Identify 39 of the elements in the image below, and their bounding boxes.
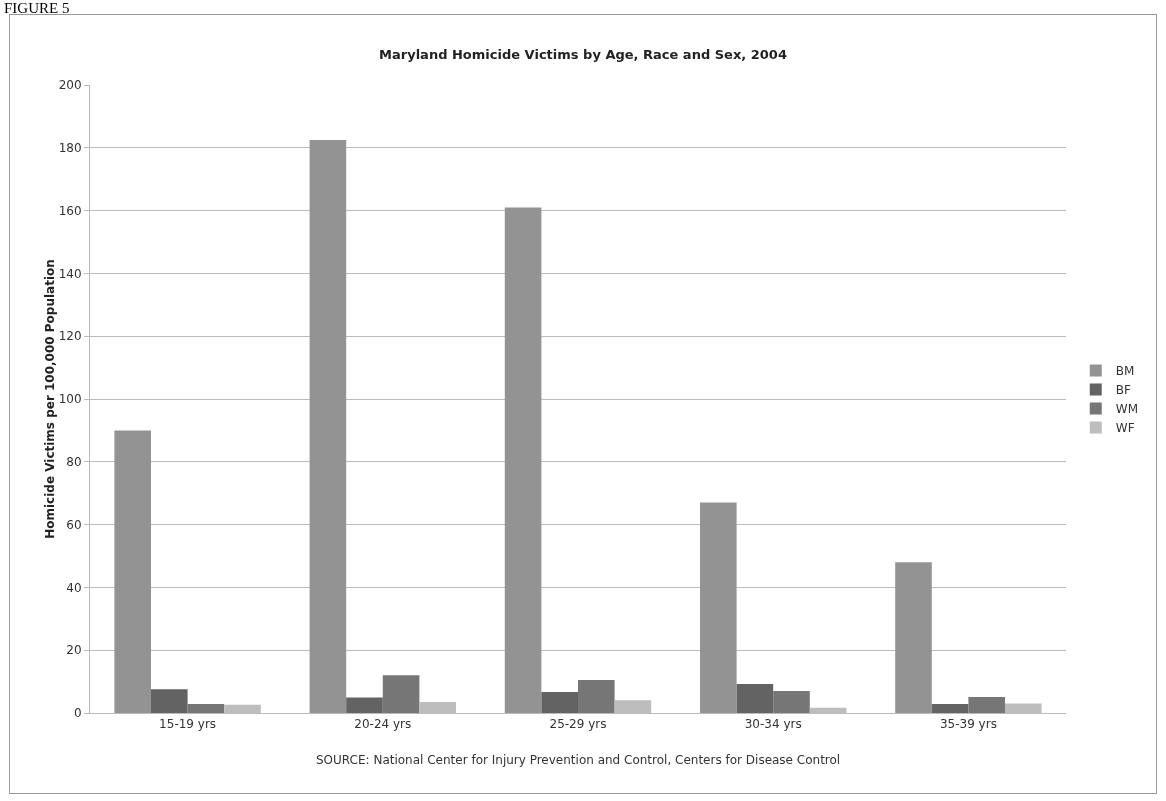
y-tick-label: 120 bbox=[58, 329, 82, 344]
x-tick-label: 35-39 yrs bbox=[939, 717, 997, 732]
y-axis-title: Homicide Victims per 100,000 Population bbox=[42, 259, 57, 539]
bar bbox=[187, 703, 225, 713]
bar bbox=[968, 696, 1005, 713]
bar bbox=[346, 697, 383, 713]
y-tick-label: 40 bbox=[66, 580, 82, 595]
y-tick-label: 200 bbox=[58, 78, 82, 93]
legend-label: WF bbox=[1115, 421, 1135, 436]
y-tick-label: 0 bbox=[73, 706, 82, 721]
x-tick-label: 15-19 yrs bbox=[159, 717, 217, 732]
bar bbox=[736, 684, 774, 713]
y-tick-label: 80 bbox=[66, 455, 82, 469]
y-tick-label: 60 bbox=[66, 517, 82, 532]
legend-label: BF bbox=[1115, 383, 1131, 398]
caption: FIGURE 5 bbox=[4, 0, 70, 17]
bar bbox=[578, 680, 615, 713]
bar bbox=[700, 502, 737, 713]
bar bbox=[541, 691, 578, 713]
y-tick-label: 100 bbox=[58, 392, 82, 407]
bar bbox=[151, 689, 188, 713]
y-tick-label: 140 bbox=[58, 266, 82, 281]
source-note: SOURCE: National Center for Injury Prevention and Control, Centers for Disease Control bbox=[316, 753, 841, 767]
y-tick-label: 180 bbox=[58, 141, 82, 155]
x-tick-label: 20-24 yrs bbox=[354, 717, 412, 732]
bar bbox=[895, 562, 932, 713]
y-tick-label: 20 bbox=[66, 643, 82, 658]
legend-label: BM bbox=[1115, 364, 1135, 379]
bar bbox=[114, 430, 151, 713]
legend-label: WM bbox=[1115, 402, 1138, 417]
bar bbox=[773, 691, 810, 713]
bar bbox=[309, 139, 347, 713]
bar bbox=[931, 703, 969, 713]
bar bbox=[382, 675, 420, 713]
x-tick-label: 25-29 yrs bbox=[549, 717, 607, 732]
x-tick-label: 30-34 yrs bbox=[744, 717, 802, 732]
bar bbox=[504, 207, 542, 713]
chart-title: Maryland Homicide Victims by Age, Race and Sex, 2004 bbox=[379, 47, 787, 63]
y-tick-label: 160 bbox=[58, 203, 82, 218]
